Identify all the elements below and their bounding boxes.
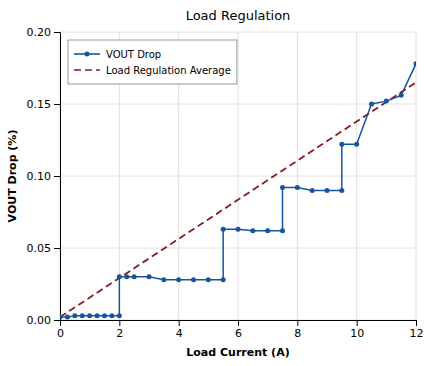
tick: 10 [350, 320, 364, 340]
chart: 0 2 4 6 8 10 12 0.00 0.05 0.10 0.15 0.20 Load Regula… [0, 0, 434, 366]
tick-mark [119, 320, 120, 326]
point [325, 188, 330, 193]
point [117, 313, 122, 318]
tick: 0.00 [27, 314, 61, 327]
point [161, 277, 166, 282]
legend-label: Load Regulation Average [106, 65, 231, 76]
point [280, 228, 285, 233]
point [191, 277, 196, 282]
title: Load Regulation [186, 8, 291, 23]
grid [60, 32, 416, 320]
tick: 2 [116, 320, 123, 340]
y-axis: 0.00 0.05 0.10 0.15 0.20 [27, 26, 61, 327]
point [176, 277, 181, 282]
y-axis-title: VOUT Drop (%) [6, 130, 19, 223]
point [384, 99, 389, 104]
grid-line [60, 32, 416, 33]
tick-mark [54, 32, 60, 33]
tick: 0 [57, 320, 64, 340]
point [87, 313, 92, 318]
point [399, 93, 404, 98]
tick-mark [54, 248, 60, 249]
x-axis-title: Load Current (A) [186, 346, 289, 359]
point [124, 274, 129, 279]
series-line [60, 64, 416, 317]
tick-label: 0 [57, 327, 64, 340]
point [310, 188, 315, 193]
legend-label: VOUT Drop [106, 49, 161, 60]
tick-mark [54, 176, 60, 177]
point [109, 313, 114, 318]
tick: 0.20 [27, 26, 61, 39]
tick: 0.10 [27, 170, 61, 183]
point [80, 313, 85, 318]
point [250, 228, 255, 233]
tick: 0.05 [27, 242, 61, 255]
tick: 4 [176, 320, 183, 340]
axis-line [61, 321, 417, 327]
grid-line [60, 104, 416, 105]
point [221, 227, 226, 232]
plot-area [60, 61, 416, 319]
point [236, 227, 241, 232]
tick-mark [297, 320, 298, 326]
legend-swatch [74, 69, 100, 71]
point [72, 313, 77, 318]
point [339, 142, 344, 147]
series-line [60, 82, 416, 317]
tick-mark [357, 320, 358, 326]
tick-mark [54, 104, 60, 105]
tick-mark [416, 320, 417, 326]
tick-label: 10 [350, 327, 364, 340]
point [369, 102, 374, 107]
tick-label: 0.10 [27, 170, 52, 183]
tick: 12 [410, 320, 424, 340]
tick-label: 0.15 [27, 98, 52, 111]
tick-label: 6 [235, 327, 242, 340]
tick-mark [179, 320, 180, 326]
point [60, 315, 63, 320]
point [339, 188, 344, 193]
tick: 0.15 [27, 98, 61, 111]
tick: 8 [294, 320, 301, 340]
point [414, 61, 417, 66]
legend-box [68, 40, 237, 84]
tick: 6 [235, 320, 242, 340]
point [65, 315, 70, 320]
tick-mark [54, 320, 60, 321]
tick-label: 0.20 [27, 26, 52, 39]
tick-label: 0.05 [27, 242, 52, 255]
point [295, 185, 300, 190]
tick-label: 0.00 [27, 314, 52, 327]
tick-label: 8 [294, 327, 301, 340]
tick-label: 12 [410, 327, 424, 340]
point [354, 142, 359, 147]
point [221, 277, 226, 282]
tick-label: 2 [116, 327, 123, 340]
axis-line [54, 33, 61, 321]
grid-line [60, 176, 416, 177]
point [147, 274, 152, 279]
point [95, 313, 100, 318]
tick-label: 4 [176, 327, 183, 340]
point [132, 274, 137, 279]
point [280, 185, 285, 190]
legend: VOUT Drop Load Regulation Average [68, 40, 237, 84]
point [102, 313, 107, 318]
x-axis: 0 2 4 6 8 10 12 [57, 320, 424, 340]
point [117, 274, 122, 279]
legend-marker [85, 52, 90, 57]
point [265, 228, 270, 233]
point [206, 277, 211, 282]
tick-mark [238, 320, 239, 326]
grid-line [60, 248, 416, 249]
